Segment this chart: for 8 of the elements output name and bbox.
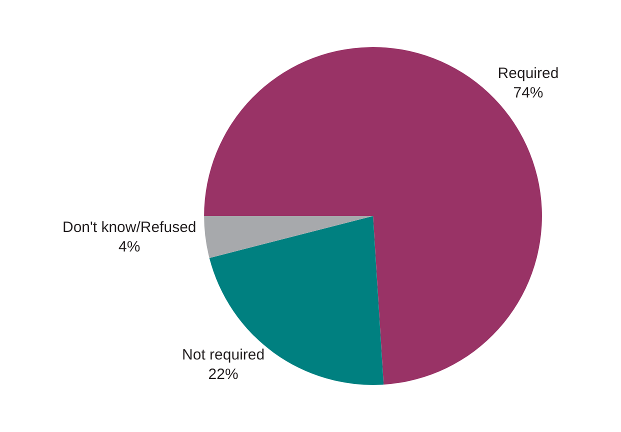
slice-label: Not required [182,346,265,364]
data-label: 22% [208,366,238,383]
slice-label: Required [498,64,559,82]
slice-label: Don't know/Refused [62,219,196,236]
pie-slice [209,216,384,385]
data-label: 74% [513,84,544,102]
pie-slice [204,216,374,258]
data-label: 4% [118,238,140,256]
